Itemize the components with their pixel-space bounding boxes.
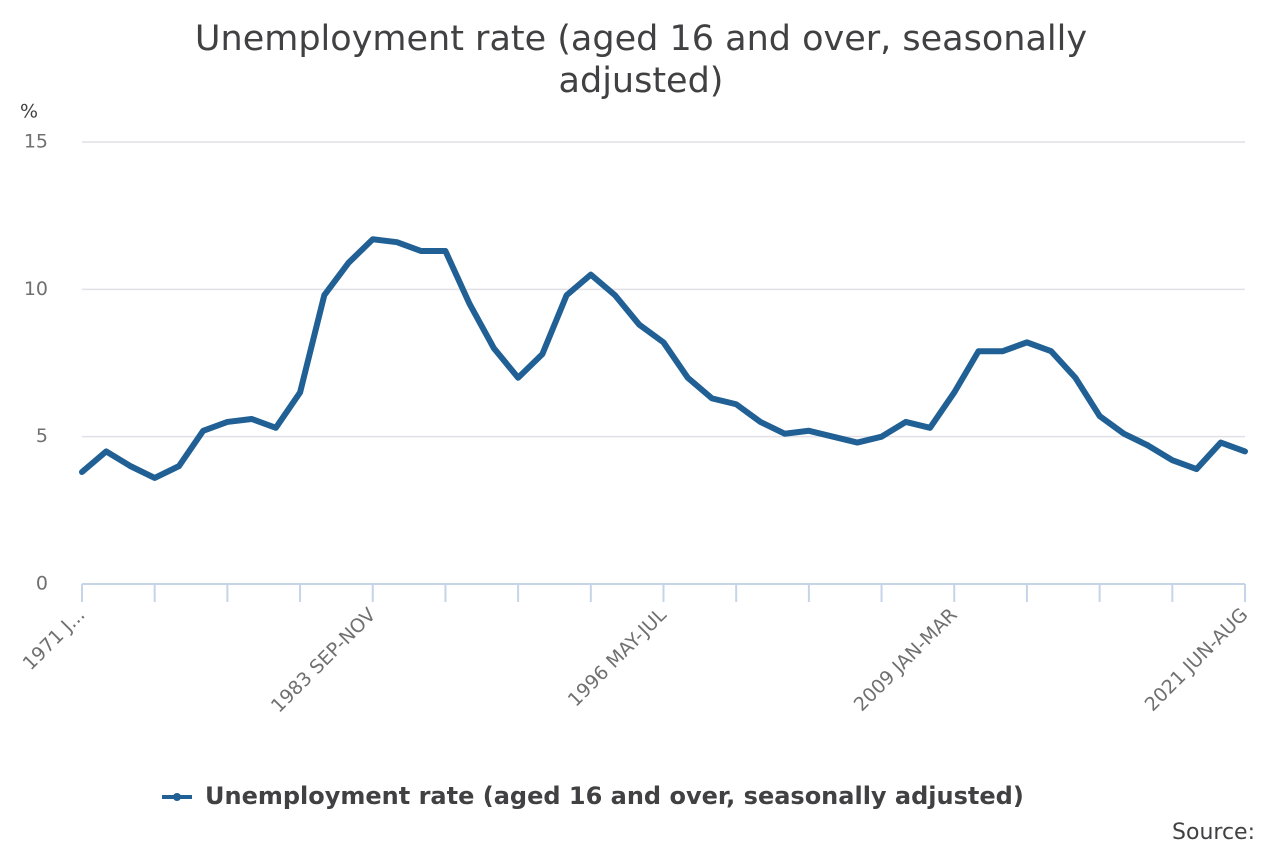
chart-title: Unemployment rate (aged 16 and over, sea… <box>195 19 1087 101</box>
y-tick-label: 10 <box>24 278 48 300</box>
legend-label: Unemployment rate (aged 16 and over, sea… <box>205 782 1024 810</box>
y-tick-label: 0 <box>36 573 48 595</box>
x-tick-label: 2009 JAN-MAR <box>850 604 962 716</box>
x-tick-label: 1971 J... <box>19 604 90 675</box>
x-tick-label: 2021 JUN-AUG <box>1141 604 1253 716</box>
y-unit: % <box>20 101 38 123</box>
x-tick-label: 1983 SEP-NOV <box>267 604 380 717</box>
legend-marker <box>173 793 181 801</box>
source: Source: <box>1172 820 1255 845</box>
line-series <box>79 236 1248 481</box>
y-tick-label: 5 <box>36 425 48 447</box>
y-tick-label: 15 <box>24 131 48 153</box>
x-tick-label: 1996 MAY-JUL <box>564 604 672 712</box>
